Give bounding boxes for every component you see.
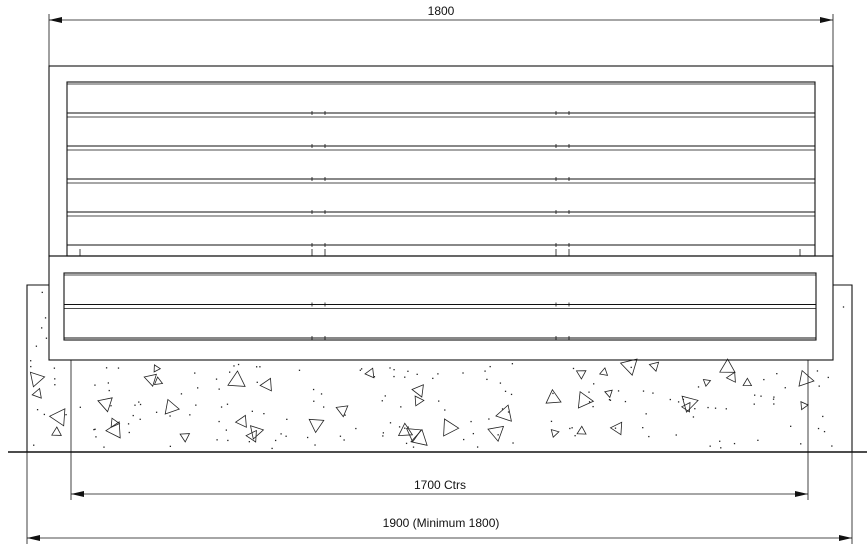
upper-board (67, 116, 815, 148)
upper-panel (48, 65, 834, 257)
lower-board (64, 308, 816, 340)
base-dimension: 1900 (Minimum 1800) (26, 452, 853, 544)
concrete-footing (26, 284, 853, 452)
upper-boards (67, 83, 815, 256)
upper-board (67, 215, 815, 247)
upper-board (67, 182, 815, 214)
top-dimension: 1800 (48, 4, 834, 66)
upper-board (67, 83, 815, 115)
dimension-top-width: 1800 (428, 4, 455, 18)
dimension-centres: 1700 Ctrs (414, 478, 466, 492)
lower-boards (64, 274, 816, 340)
concrete-aggregate (29, 291, 845, 450)
lower-board (64, 274, 816, 307)
centres-dimension: 1700 Ctrs (70, 452, 809, 500)
lower-panel (48, 255, 834, 361)
dimension-base-width: 1900 (Minimum 1800) (383, 516, 500, 530)
upper-board (67, 149, 815, 181)
